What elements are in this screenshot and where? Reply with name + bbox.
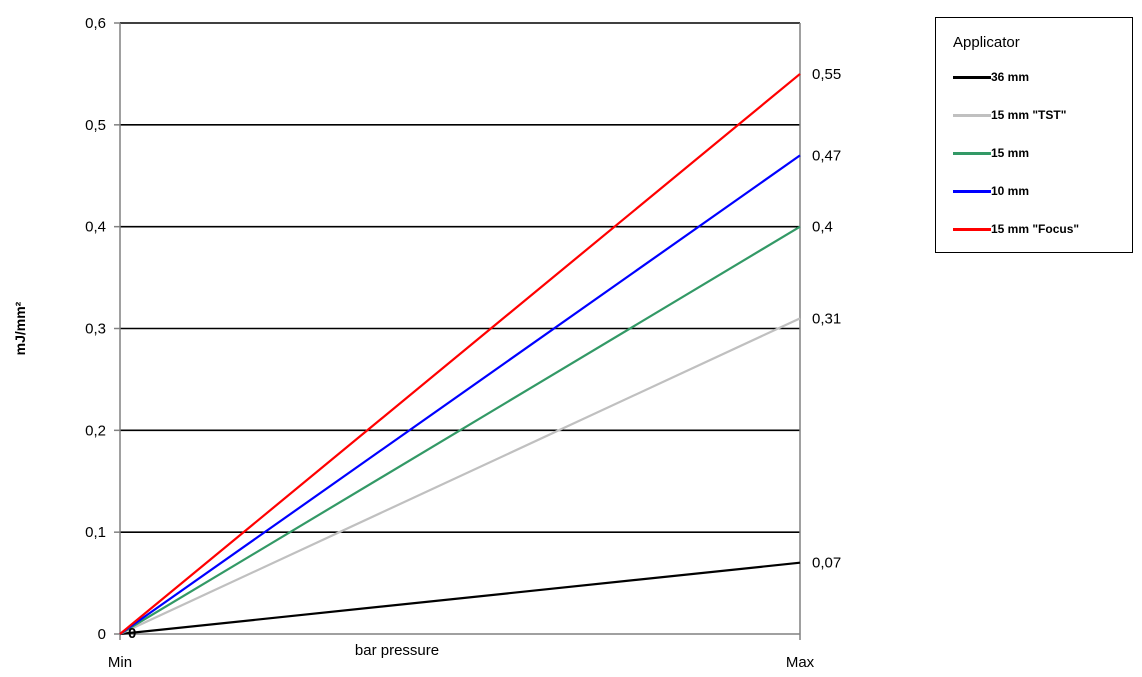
legend-swatch (953, 189, 991, 193)
legend-label: 15 mm (991, 146, 1030, 160)
legend-label: 36 mm (991, 70, 1030, 84)
series-line (119, 73, 801, 635)
y-axis-title: mJ/mm² (12, 301, 28, 355)
x-tick-label-max: Max (786, 654, 815, 671)
axes (114, 22, 801, 640)
y-tick-label: 0,5 (85, 117, 106, 134)
legend: Applicator 36 mm 15 mm "TST" 15 mm 10 mm 15 … (935, 17, 1133, 253)
y-tick-label: 0,1 (85, 524, 106, 541)
y-tick-label: 0,2 (85, 422, 106, 439)
y-tick-label: 0,3 (85, 321, 106, 338)
series-lines (119, 73, 801, 636)
legend-swatch (953, 227, 991, 231)
y-tick-labels: 0 0,1 0,2 0,3 0,4 0,5 0,6 (85, 15, 106, 643)
legend-item: 15 mm "TST" (953, 107, 1066, 123)
legend-item: 36 mm (953, 69, 1029, 85)
y-tick-label: 0,4 (85, 219, 106, 236)
x-axis-title: bar pressure (355, 642, 439, 659)
x-tick-label-min: Min (108, 654, 132, 671)
legend-swatch (953, 75, 991, 79)
series-line (119, 225, 801, 635)
legend-swatch (953, 151, 991, 155)
legend-swatch (953, 113, 991, 117)
y-tick-label: 0 (98, 626, 106, 643)
end-value-labels: 0,07 0,31 0,4 0,47 0,55 (812, 66, 841, 572)
end-value-label: 0,55 (812, 66, 841, 83)
start-value-label: 0 (128, 625, 136, 642)
legend-item: 15 mm "Focus" (953, 221, 1079, 237)
legend-label: 15 mm "TST" (991, 108, 1067, 122)
series-line (119, 154, 801, 635)
grid-lines (120, 22, 800, 533)
legend-label: 15 mm "Focus" (991, 222, 1080, 236)
legend-item: 10 mm (953, 183, 1029, 199)
series-line (119, 317, 801, 635)
end-value-label: 0,4 (812, 219, 833, 236)
end-value-label: 0,47 (812, 147, 841, 164)
legend-title: Applicator (953, 34, 1020, 51)
series-line (119, 561, 801, 636)
legend-item: 15 mm (953, 145, 1029, 161)
end-value-label: 0,31 (812, 310, 841, 327)
end-value-label: 0,07 (812, 555, 841, 572)
legend-label: 10 mm (991, 184, 1030, 198)
y-tick-label: 0,6 (85, 15, 106, 32)
